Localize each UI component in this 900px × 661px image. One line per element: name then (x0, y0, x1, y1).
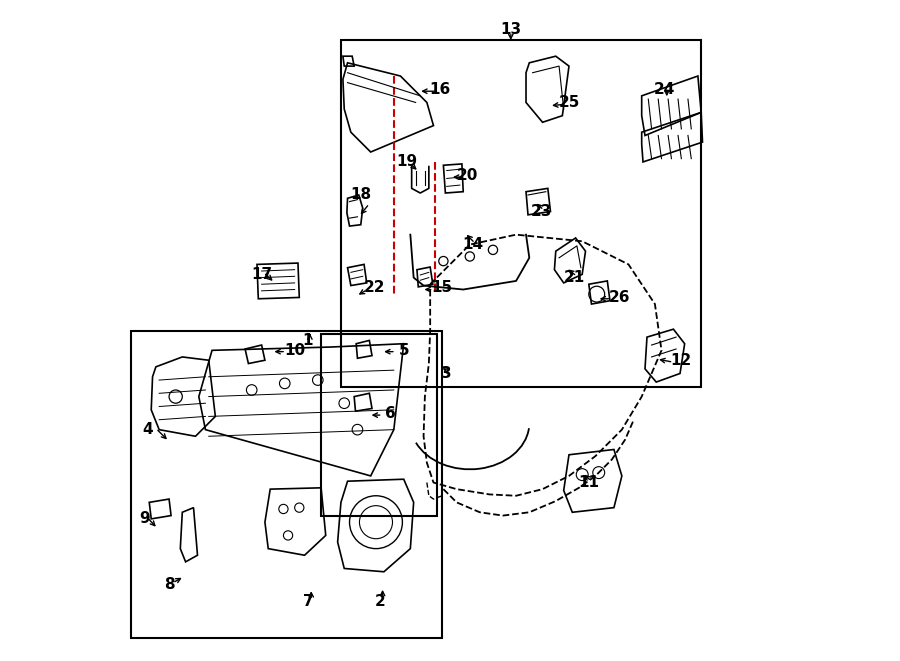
Text: 16: 16 (429, 82, 451, 97)
Text: 9: 9 (140, 512, 150, 526)
Bar (321, 334, 436, 516)
Text: 8: 8 (164, 578, 175, 592)
Text: 5: 5 (399, 343, 409, 358)
Text: 13: 13 (500, 22, 521, 37)
Text: 6: 6 (385, 406, 396, 420)
Text: 21: 21 (563, 270, 585, 285)
Bar (341, 40, 701, 387)
Text: 1: 1 (302, 333, 313, 348)
Text: 25: 25 (558, 95, 580, 110)
Text: 4: 4 (142, 422, 153, 437)
Text: 20: 20 (457, 168, 479, 182)
Text: 24: 24 (654, 82, 676, 97)
Text: 15: 15 (431, 280, 452, 295)
Bar (131, 330, 442, 638)
Text: 10: 10 (284, 343, 305, 358)
Text: 22: 22 (364, 280, 385, 295)
Text: 26: 26 (609, 290, 631, 305)
Text: 11: 11 (579, 475, 599, 490)
Text: 17: 17 (251, 267, 272, 282)
Text: 3: 3 (441, 366, 452, 381)
Text: 19: 19 (397, 155, 418, 169)
Text: 23: 23 (530, 204, 552, 219)
Text: 18: 18 (350, 188, 372, 202)
Text: 7: 7 (302, 594, 313, 609)
Text: 14: 14 (463, 237, 483, 252)
Text: 2: 2 (375, 594, 386, 609)
Text: 12: 12 (670, 353, 692, 368)
